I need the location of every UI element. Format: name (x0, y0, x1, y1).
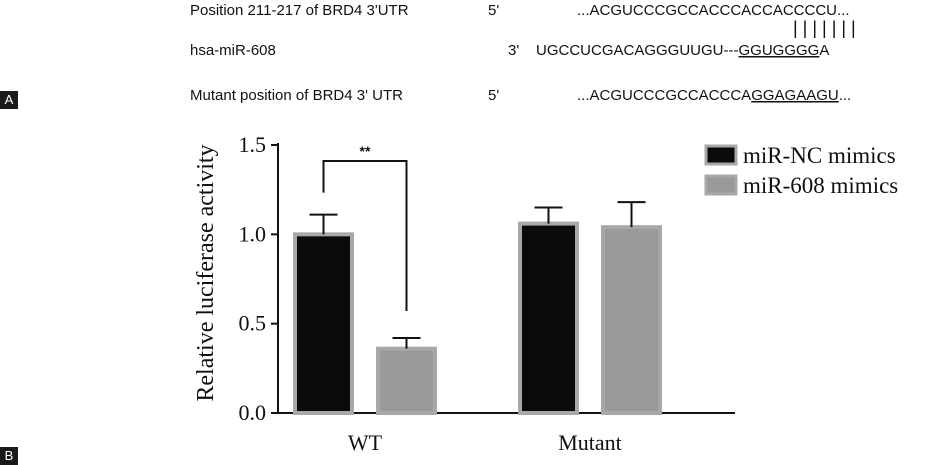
mutant-sequence: ...ACGUCCCGCCACCCAGGAGAAGU... (577, 87, 851, 104)
legend-swatch (704, 144, 738, 166)
panel-label-b: B (0, 447, 18, 465)
mirna-seed: GGUGGGG (739, 42, 820, 59)
chart-axes: 0.0 0.5 1.0 1.5 WT Mutant (239, 132, 735, 455)
mutant-5prime-end: 5' (488, 87, 499, 104)
significance-bracket (322, 160, 408, 311)
bar (293, 232, 354, 415)
chart-legend: miR-NC mimics miR-608 mimics (704, 143, 898, 198)
chart-bars (293, 221, 662, 415)
x-tick-label: WT (348, 430, 383, 455)
legend-swatch (704, 174, 738, 196)
y-tick-label: 1.0 (239, 221, 267, 246)
y-tick-label: 0.5 (239, 311, 267, 336)
x-tick-label: Mutant (558, 430, 622, 455)
sequence-alignment: Position 211-217 of BRD4 3'UTR 5' ...ACG… (190, 2, 856, 104)
y-tick-label: 1.5 (239, 132, 267, 157)
chart-annotations: ** (322, 143, 408, 311)
significance-label: ** (360, 143, 371, 159)
mutant-position-label: Mutant position of BRD4 3' UTR (190, 87, 403, 104)
mutant-site: GGAGAAGU (751, 87, 839, 104)
utr-5prime-end: 5' (488, 2, 499, 19)
mirna-sequence: UGCCUCGACAGGGUUGU---GGUGGGGA (536, 42, 829, 59)
legend-label: miR-608 mimics (743, 173, 898, 198)
legend-label: miR-NC mimics (743, 143, 896, 168)
error-bars (309, 201, 646, 349)
bar (601, 225, 662, 415)
utr-position-label: Position 211-217 of BRD4 3'UTR (190, 2, 409, 19)
utr-sequence: ...ACGUCCCGCCACCCACCACCCCU... (577, 2, 850, 19)
y-tick-label: 0.0 (239, 400, 267, 425)
mirna-3prime-end: 3' (508, 42, 519, 59)
panel-label-a: A (0, 91, 18, 109)
y-axis-label: Relative luciferase activity (193, 144, 219, 401)
bar (518, 221, 579, 415)
base-pairing-lines: | | | | | | | (793, 18, 856, 38)
bar (376, 346, 437, 415)
mirna-label: hsa-miR-608 (190, 42, 276, 59)
